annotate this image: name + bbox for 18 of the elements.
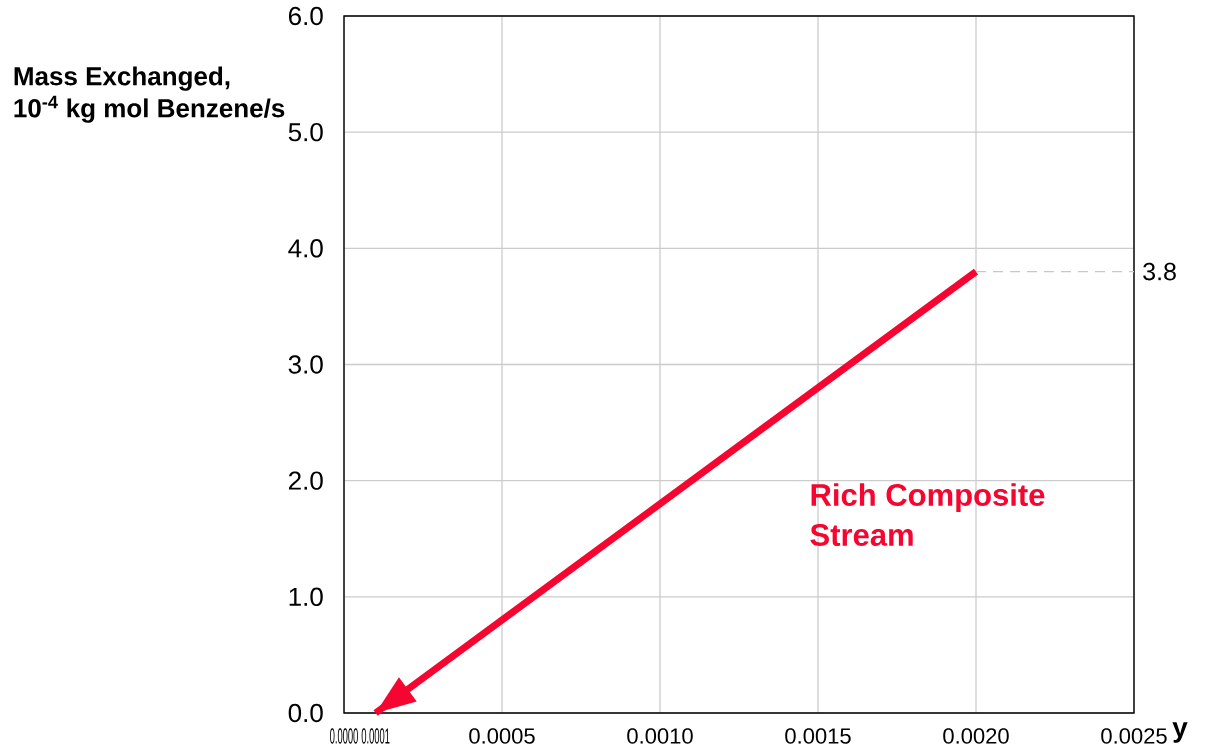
x-axis-title: y xyxy=(1172,722,1188,743)
x-tick-label: 0.0010 xyxy=(627,728,693,744)
text: Rich Composite Stream xyxy=(810,483,1045,546)
x-tick-label: 0.0015 xyxy=(785,728,851,744)
y-tick-label: 1.0 xyxy=(289,587,323,607)
x-tick-label: 0.0020 xyxy=(943,728,1009,744)
y-tick-label: 3.0 xyxy=(288,355,323,374)
annotation: 3.8 xyxy=(1143,262,1176,281)
y-tick-label: 0.0 xyxy=(288,703,323,723)
x-tick-label: 0.0005 xyxy=(469,728,535,744)
y-tick-label: 2.0 xyxy=(288,471,323,490)
x-tick-label: 0.0025 xyxy=(1101,728,1167,744)
y-tick-label: 4.0 xyxy=(288,239,323,258)
y-axis-title: Mass Exchanged, 10$^{-4}$ kg mol Benzene/s xyxy=(14,66,285,123)
y-tick-label: 5.0 xyxy=(288,122,323,142)
x-tick-label: 0.0000 xyxy=(330,728,358,744)
x-tick-label: 0.0001 xyxy=(361,728,390,744)
y-tick-label: 6.0 xyxy=(288,6,323,26)
